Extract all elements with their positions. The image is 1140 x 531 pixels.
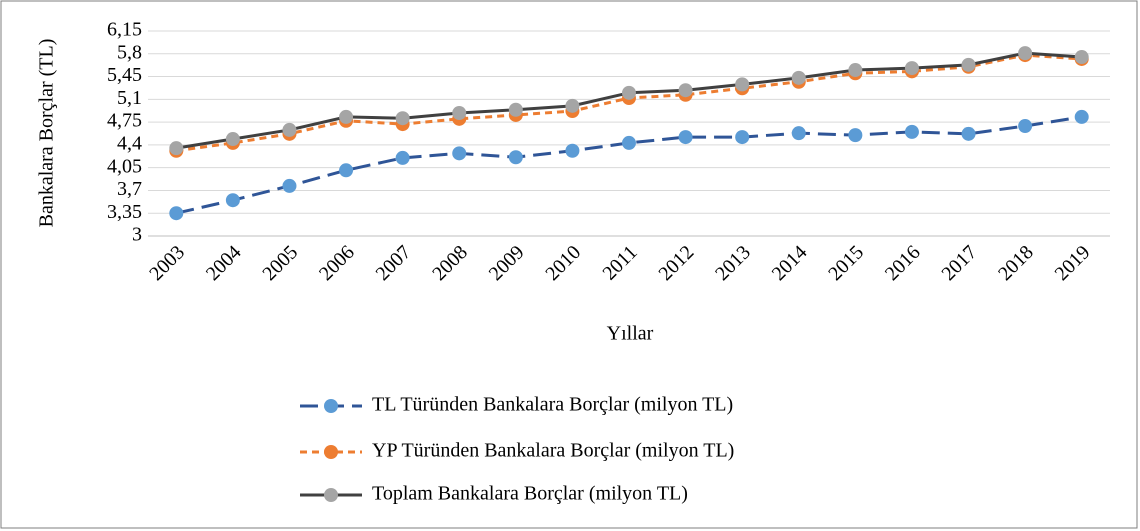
point (282, 178, 297, 193)
point (225, 132, 240, 147)
point (225, 193, 240, 208)
point (339, 109, 354, 124)
x-axis-label: Yıllar (607, 323, 654, 345)
point (848, 63, 863, 78)
legend-marker (324, 445, 338, 459)
point (1074, 50, 1089, 65)
y-tick-label: 4,4 (117, 132, 142, 154)
point (508, 102, 523, 117)
point (565, 98, 580, 113)
point (1074, 109, 1089, 124)
point (282, 122, 297, 137)
legend-label: TL Türünden Bankalara Borçlar (milyon TL… (372, 394, 733, 416)
y-tick-label: 4,75 (107, 110, 142, 132)
point (904, 61, 919, 76)
legend-label: Toplam Bankalara Borçlar (milyon TL) (372, 483, 688, 505)
point (452, 106, 467, 120)
point (791, 70, 806, 85)
legend-marker (324, 488, 338, 502)
point (565, 143, 580, 158)
y-tick-label: 5,8 (117, 41, 142, 63)
y-axis-label: Bankalara Borçlar (TL) (36, 39, 58, 228)
point (395, 150, 410, 165)
point (678, 130, 693, 145)
point (678, 83, 693, 98)
point (961, 57, 976, 72)
y-tick-label: 3,7 (117, 178, 142, 200)
point (622, 135, 636, 150)
y-tick-label: 6,15 (107, 19, 142, 41)
point (1018, 46, 1033, 61)
y-tick-label: 5,1 (117, 87, 142, 109)
point (791, 126, 806, 141)
point (169, 141, 184, 156)
y-tick-label: 4,05 (107, 155, 142, 177)
point (1018, 119, 1033, 134)
y-tick-label: 5,45 (107, 64, 142, 86)
series-line (175, 115, 1082, 215)
point (169, 206, 184, 221)
y-tick-label: 3 (132, 224, 142, 246)
point (848, 128, 863, 143)
point (904, 124, 919, 139)
point (508, 150, 523, 165)
point (961, 126, 976, 141)
y-tick-label: 3,35 (107, 201, 142, 223)
point (735, 130, 750, 145)
legend-label: YP Türünden Bankalara Borçlar (milyon TL… (372, 440, 734, 462)
point (735, 77, 750, 92)
point (395, 111, 410, 126)
legend-marker (324, 399, 338, 413)
point (622, 85, 636, 100)
point (452, 146, 467, 161)
point (339, 163, 354, 178)
